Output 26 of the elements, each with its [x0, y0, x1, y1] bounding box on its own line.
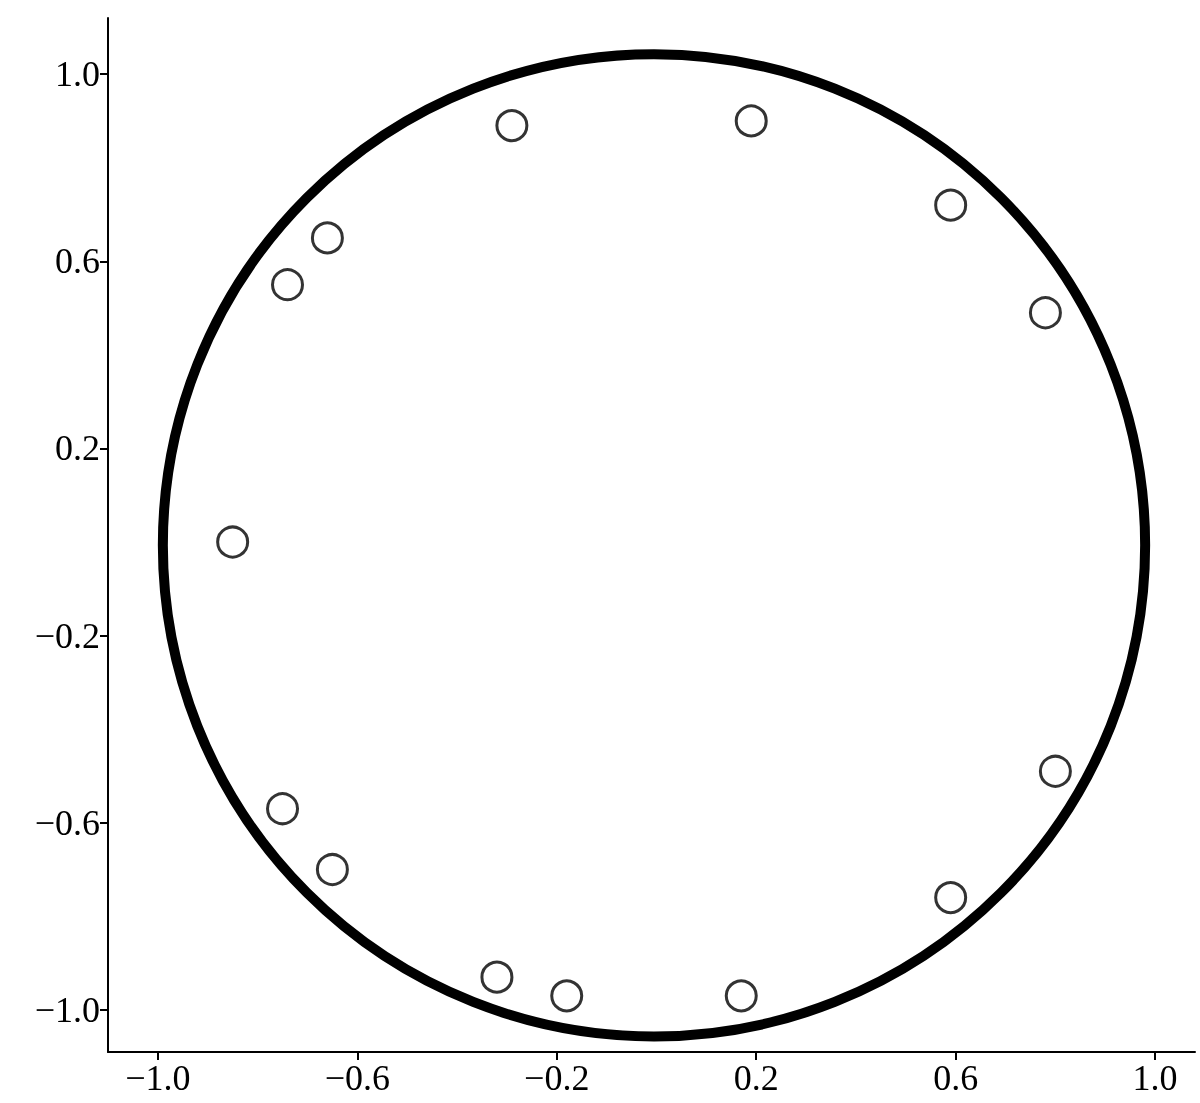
point	[480, 960, 514, 994]
point	[271, 268, 304, 302]
point	[1028, 296, 1062, 330]
point	[734, 104, 768, 138]
point	[216, 525, 250, 559]
point	[495, 109, 529, 143]
y-tick-label: −1.0	[34, 989, 100, 1030]
point	[310, 221, 344, 255]
x-tick-label: 0.6	[933, 1058, 979, 1098]
point	[315, 853, 349, 887]
x-tick-label: −0.6	[324, 1058, 390, 1098]
point	[266, 792, 300, 826]
y-tick-label: −0.2	[34, 615, 100, 656]
x-tick-label: 1.0	[1132, 1058, 1178, 1098]
point	[934, 188, 968, 222]
point	[1038, 754, 1072, 788]
y-tick-label: 1.0	[55, 54, 100, 95]
y-tick-label: 0.2	[55, 428, 100, 469]
point	[934, 881, 968, 915]
x-tick-label: −0.2	[524, 1058, 590, 1098]
point	[550, 979, 584, 1013]
x-tick-label: −1.0	[125, 1058, 191, 1098]
x-tick-label: 0.2	[733, 1058, 779, 1098]
y-tick-label: −0.6	[34, 802, 100, 843]
y-tick-label: 0.6	[55, 241, 100, 282]
point	[724, 979, 758, 1013]
